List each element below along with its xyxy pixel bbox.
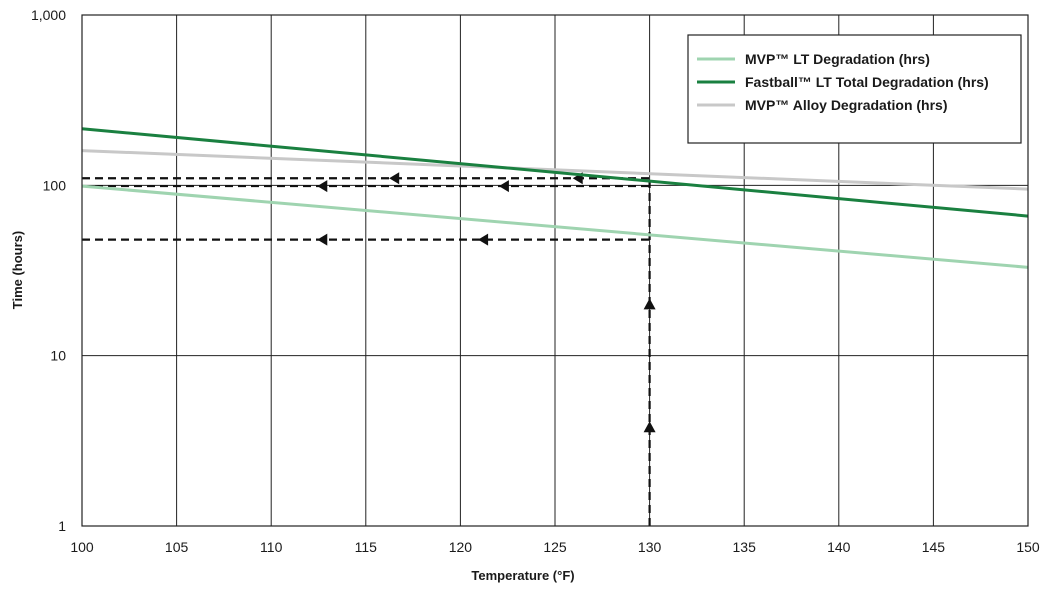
legend-label: Fastball™ LT Total Degradation (hrs) <box>745 74 989 90</box>
y-tick-label: 1 <box>58 518 66 534</box>
series-line-1 <box>81 184 1029 269</box>
x-tick-label: 140 <box>827 539 851 555</box>
y-tick-labels: 1 10 100 1,000 <box>31 7 66 534</box>
guide-arrow-left <box>317 180 328 193</box>
guide-arrow-left <box>317 233 328 246</box>
x-tick-label: 150 <box>1016 539 1040 555</box>
y-axis-title: Time (hours) <box>10 231 25 310</box>
x-tick-label: 115 <box>355 539 378 555</box>
x-tick-label: 120 <box>449 539 473 555</box>
series-line-2 <box>81 127 1029 218</box>
x-tick-labels: 100 105 110 115 120 125 130 135 140 145 150 <box>70 539 1040 555</box>
guide-arrow-up <box>643 298 656 310</box>
x-tick-label: 145 <box>922 539 946 555</box>
x-tick-label: 100 <box>70 539 94 555</box>
legend-label: MVP™ LT Degradation (hrs) <box>745 51 930 67</box>
guide-arrow-up <box>643 421 656 433</box>
x-axis-title: Temperature (°F) <box>471 568 574 583</box>
guide-arrow-left <box>389 172 400 185</box>
legend-label: MVP™ Alloy Degradation (hrs) <box>745 97 948 113</box>
series-lines <box>81 127 1029 269</box>
y-tick-label: 10 <box>50 348 66 364</box>
x-tick-label: 105 <box>165 539 189 555</box>
plot-frame <box>81 14 1029 527</box>
x-tick-label: 110 <box>260 539 283 555</box>
legend: MVP™ LT Degradation (hrs) Fastball™ LT To… <box>687 34 1022 144</box>
plot-border <box>81 14 1029 527</box>
x-tick-label: 135 <box>733 539 757 555</box>
guide-arrow-left <box>498 180 509 193</box>
guide-arrow-left <box>478 233 489 246</box>
series-line-3 <box>81 149 1029 191</box>
x-tick-label: 130 <box>638 539 662 555</box>
guide-lines <box>82 172 656 526</box>
y-tick-label: 1,000 <box>31 7 66 23</box>
y-tick-label: 100 <box>43 177 67 193</box>
legend-box <box>687 34 1022 144</box>
x-tick-label: 125 <box>543 539 567 555</box>
